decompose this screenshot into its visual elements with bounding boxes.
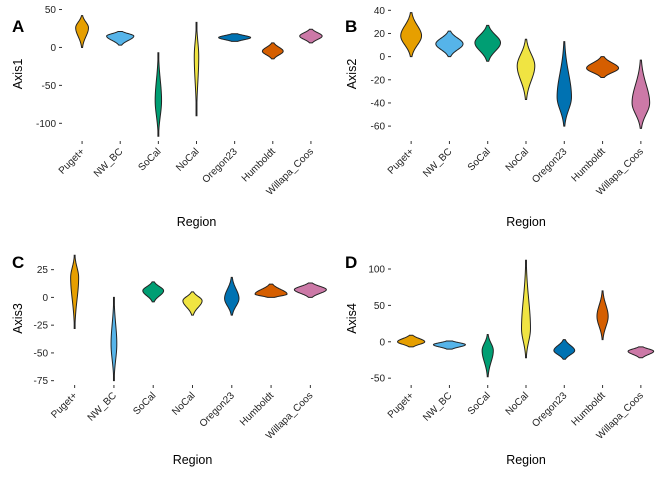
violin-willapa-coos — [293, 282, 327, 298]
violin-socal — [474, 24, 502, 62]
violin-oregon23 — [224, 276, 240, 316]
y-tick-label: 50 — [374, 301, 386, 312]
violin-oregon23 — [556, 41, 572, 127]
x-tick-label: Humboldt — [570, 390, 608, 428]
x-tick-label: SoCal — [466, 146, 493, 173]
y-axis-title: Axis4 — [345, 303, 359, 334]
violin-nw-bc — [435, 30, 464, 58]
x-tick-label: NW_BC — [86, 390, 119, 423]
y-tick-label: -50 — [34, 348, 49, 359]
x-tick-label: Puget+ — [386, 146, 416, 176]
x-axis-title: Region — [506, 215, 546, 229]
panel-letter-d: D — [345, 253, 357, 272]
x-axis-title: Region — [506, 453, 546, 467]
y-tick-label: -60 — [371, 122, 386, 133]
x-tick-label: SoCal — [136, 146, 163, 173]
y-tick-label: 50 — [45, 5, 57, 16]
violin-nocal — [193, 21, 200, 117]
x-tick-label: Humboldt — [240, 146, 278, 184]
y-tick-label: 0 — [42, 293, 48, 304]
y-axis-title: Axis2 — [345, 59, 359, 90]
y-tick-label: 0 — [50, 43, 56, 54]
y-tick-label: 25 — [37, 265, 49, 276]
x-tick-label: NoCal — [170, 390, 197, 417]
violin-puget- — [400, 12, 423, 58]
x-tick-label: NoCal — [174, 146, 201, 173]
violin-nw-bc — [110, 296, 118, 382]
x-tick-label: Oregon23 — [530, 146, 570, 186]
violin-humboldt — [254, 283, 288, 298]
x-tick-label: SoCal — [131, 390, 158, 417]
y-tick-label: -75 — [34, 376, 49, 387]
x-tick-label: Puget+ — [49, 390, 79, 420]
violin-nocal — [521, 259, 531, 359]
x-tick-label: NoCal — [504, 146, 531, 173]
x-tick-label: SoCal — [466, 390, 493, 417]
x-tick-label: Oregon23 — [530, 390, 570, 430]
y-axis-title: Axis1 — [11, 59, 25, 90]
panel-letter-c: C — [12, 253, 24, 272]
x-tick-label: Oregon23 — [201, 146, 241, 186]
y-axis-title: Axis3 — [11, 303, 25, 334]
y-tick-label: -50 — [42, 81, 57, 92]
x-tick-label: Humboldt — [570, 146, 608, 184]
y-tick-label: -100 — [36, 119, 56, 130]
violin-oregon23 — [218, 33, 252, 42]
x-tick-label: NW_BC — [92, 146, 125, 179]
violin-humboldt — [261, 42, 284, 60]
y-tick-label: -25 — [34, 321, 49, 332]
violin-nw-bc — [432, 340, 466, 350]
y-tick-label: 40 — [374, 6, 386, 17]
violin-puget- — [75, 15, 89, 48]
x-tick-label: NoCal — [504, 390, 531, 417]
y-tick-label: 0 — [379, 52, 385, 63]
x-tick-label: NW_BC — [421, 146, 454, 179]
violin-nw-bc — [106, 31, 135, 46]
violin-oregon23 — [553, 339, 576, 360]
x-tick-label: Puget+ — [386, 390, 416, 420]
violin-nocal — [182, 291, 203, 316]
violin-socal — [142, 281, 165, 303]
y-tick-label: -20 — [371, 75, 386, 86]
x-tick-label: Humboldt — [238, 390, 276, 428]
panel-letter-b: B — [345, 17, 357, 36]
violin-puget- — [397, 334, 426, 348]
violin-humboldt — [586, 56, 620, 78]
violin-nocal — [516, 38, 536, 100]
violin-willapa-coos — [299, 28, 323, 44]
violin-humboldt — [596, 290, 609, 341]
violin-socal — [154, 52, 163, 137]
x-tick-label: Puget+ — [57, 146, 87, 176]
violin-puget- — [70, 254, 80, 329]
x-axis-title: Region — [177, 215, 217, 229]
y-tick-label: -50 — [371, 374, 386, 385]
x-axis-title: Region — [173, 453, 213, 467]
violin-willapa-coos — [627, 346, 655, 359]
x-tick-label: Oregon23 — [198, 390, 238, 430]
violin-willapa-coos — [631, 59, 651, 129]
y-tick-label: -40 — [371, 98, 386, 109]
y-tick-label: 0 — [379, 337, 385, 348]
y-tick-label: 100 — [368, 265, 385, 276]
violin-socal — [481, 334, 494, 378]
y-tick-label: 20 — [374, 29, 386, 40]
panel-letter-a: A — [12, 17, 24, 36]
x-tick-label: NW_BC — [421, 390, 454, 423]
